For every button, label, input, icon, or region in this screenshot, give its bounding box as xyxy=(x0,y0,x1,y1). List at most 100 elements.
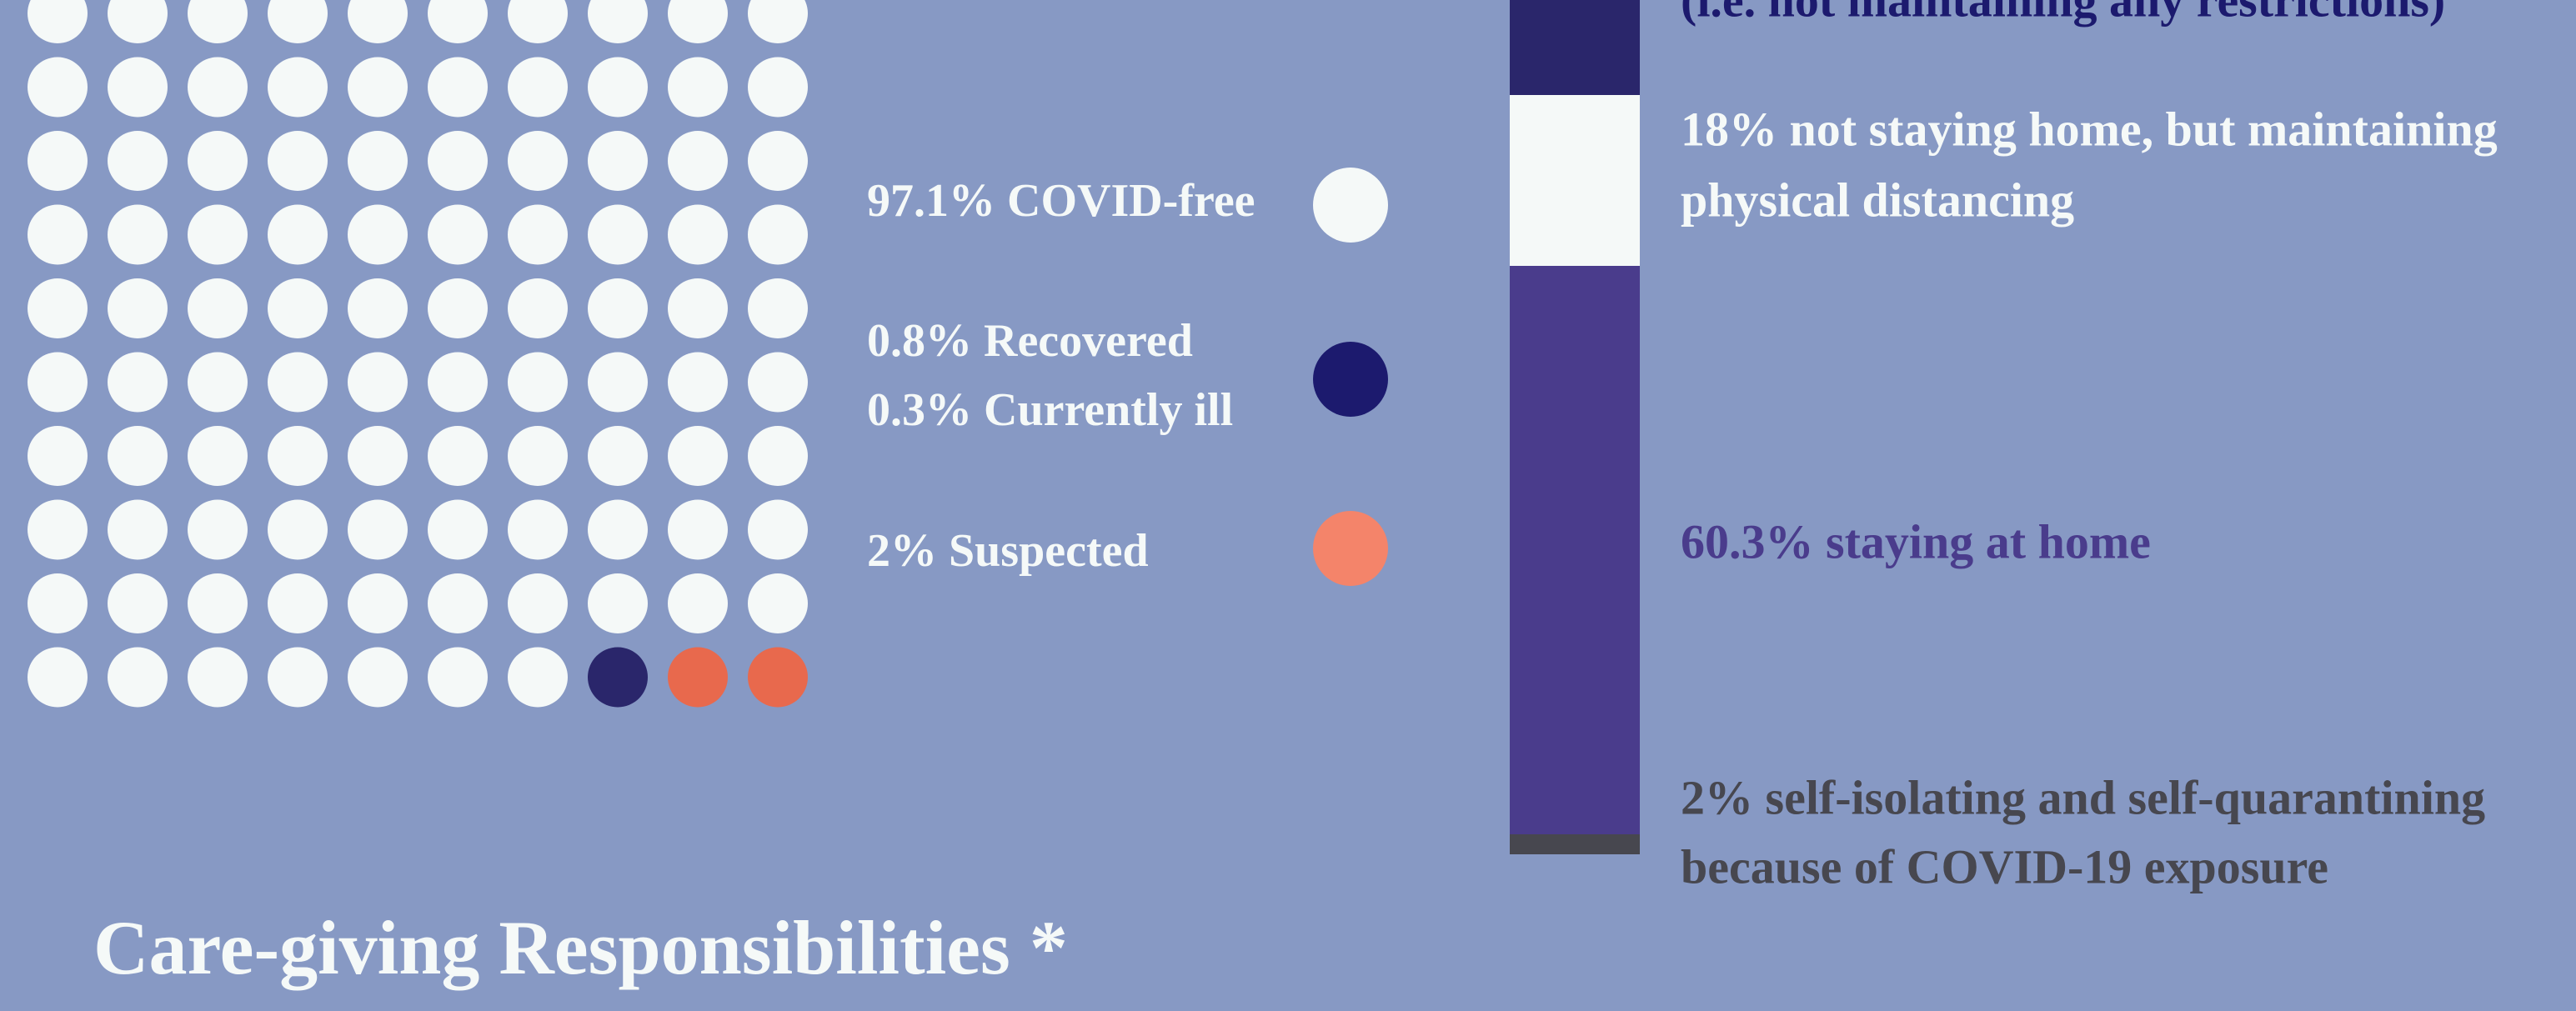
waffle-dot xyxy=(188,573,248,633)
waffle-dot xyxy=(748,499,808,560)
waffle-dot xyxy=(268,499,328,560)
waffle-dot xyxy=(508,573,568,633)
legend-swatch xyxy=(1313,168,1388,243)
waffle-dot xyxy=(268,0,328,43)
waffle-dot xyxy=(108,573,168,633)
waffle-dot xyxy=(28,204,88,265)
waffle-dot xyxy=(28,131,88,191)
waffle-dot xyxy=(348,573,408,633)
waffle-dot xyxy=(668,573,728,633)
waffle-dot xyxy=(108,278,168,338)
waffle-dot xyxy=(428,204,488,265)
waffle-dot xyxy=(188,57,248,118)
waffle-dot xyxy=(668,426,728,486)
waffle-dot xyxy=(28,426,88,486)
legend-label: 2% Suspected xyxy=(867,525,1149,577)
waffle-dot xyxy=(668,278,728,338)
waffle-dot xyxy=(748,204,808,265)
waffle-dot xyxy=(508,278,568,338)
waffle-dot xyxy=(348,352,408,413)
waffle-dot xyxy=(588,57,648,118)
legend-label: 97.1% COVID-free xyxy=(867,175,1255,227)
waffle-dot xyxy=(428,278,488,338)
waffle-dot xyxy=(508,647,568,708)
waffle-dot xyxy=(428,0,488,43)
waffle-dot xyxy=(668,204,728,265)
bar-label: 2% self-isolating and self-quarantining xyxy=(1681,770,2485,824)
waffle-dot xyxy=(348,0,408,43)
waffle-dot xyxy=(668,131,728,191)
waffle-dot xyxy=(268,204,328,265)
waffle-dot xyxy=(108,131,168,191)
bar-label: (i.e. not maintaining any restrictions) xyxy=(1681,0,2445,27)
waffle-dot xyxy=(28,278,88,338)
waffle-dot xyxy=(588,0,648,43)
waffle-dot xyxy=(428,573,488,633)
waffle-dot xyxy=(748,426,808,486)
bar-segment xyxy=(1510,266,1640,834)
waffle-dot xyxy=(268,573,328,633)
waffle-dot xyxy=(748,278,808,338)
waffle-dot xyxy=(108,426,168,486)
waffle-dot xyxy=(188,647,248,708)
waffle-dot xyxy=(748,0,808,43)
waffle-dot xyxy=(108,57,168,118)
waffle-dot xyxy=(588,499,648,560)
waffle-dot xyxy=(748,573,808,633)
waffle-dot xyxy=(348,57,408,118)
waffle-dot xyxy=(108,204,168,265)
waffle-dot xyxy=(588,204,648,265)
waffle-dot xyxy=(348,426,408,486)
waffle-dot xyxy=(508,57,568,118)
waffle-dot xyxy=(108,647,168,708)
waffle-dot xyxy=(508,426,568,486)
waffle-dot xyxy=(508,0,568,43)
waffle-dot xyxy=(348,204,408,265)
waffle-dot xyxy=(28,573,88,633)
waffle-dot xyxy=(188,499,248,560)
waffle-dot xyxy=(28,57,88,118)
waffle-dot xyxy=(588,131,648,191)
waffle-dot xyxy=(28,0,88,43)
waffle-dot xyxy=(188,278,248,338)
waffle-dot xyxy=(268,278,328,338)
waffle-dot xyxy=(748,352,808,413)
waffle-dot xyxy=(28,352,88,413)
legend-label: 0.8% Recovered xyxy=(867,315,1193,367)
waffle-dot xyxy=(188,131,248,191)
waffle-dot xyxy=(428,426,488,486)
waffle-dot xyxy=(348,131,408,191)
waffle-dot xyxy=(668,499,728,560)
waffle-dot xyxy=(428,499,488,560)
waffle-dot xyxy=(428,647,488,708)
waffle-dot xyxy=(268,131,328,191)
waffle-dot xyxy=(748,131,808,191)
waffle-dot xyxy=(668,352,728,413)
waffle-dot xyxy=(268,647,328,708)
bar-label: 18% not staying home, but maintaining xyxy=(1681,102,2498,156)
waffle-dot xyxy=(428,57,488,118)
waffle-dot xyxy=(588,278,648,338)
waffle-dot xyxy=(188,352,248,413)
section-title: Care-giving Responsibilities * xyxy=(93,905,1068,990)
waffle-dot xyxy=(28,499,88,560)
waffle-dot xyxy=(668,57,728,118)
waffle-dot xyxy=(108,352,168,413)
waffle-dot xyxy=(748,647,808,708)
legend-swatch xyxy=(1313,342,1388,417)
waffle-dot xyxy=(508,204,568,265)
waffle-dot xyxy=(348,647,408,708)
bar-label: because of COVID-19 exposure xyxy=(1681,839,2328,893)
waffle-dot xyxy=(428,352,488,413)
waffle-dot xyxy=(268,426,328,486)
waffle-dot xyxy=(588,426,648,486)
bar-label: 60.3% staying at home xyxy=(1681,514,2151,568)
waffle-dot xyxy=(268,57,328,118)
waffle-dot xyxy=(108,0,168,43)
bar-segment xyxy=(1510,95,1640,266)
legend-swatch xyxy=(1313,511,1388,586)
bar-segment xyxy=(1510,0,1640,95)
waffle-dot xyxy=(348,499,408,560)
waffle-dot xyxy=(508,352,568,413)
